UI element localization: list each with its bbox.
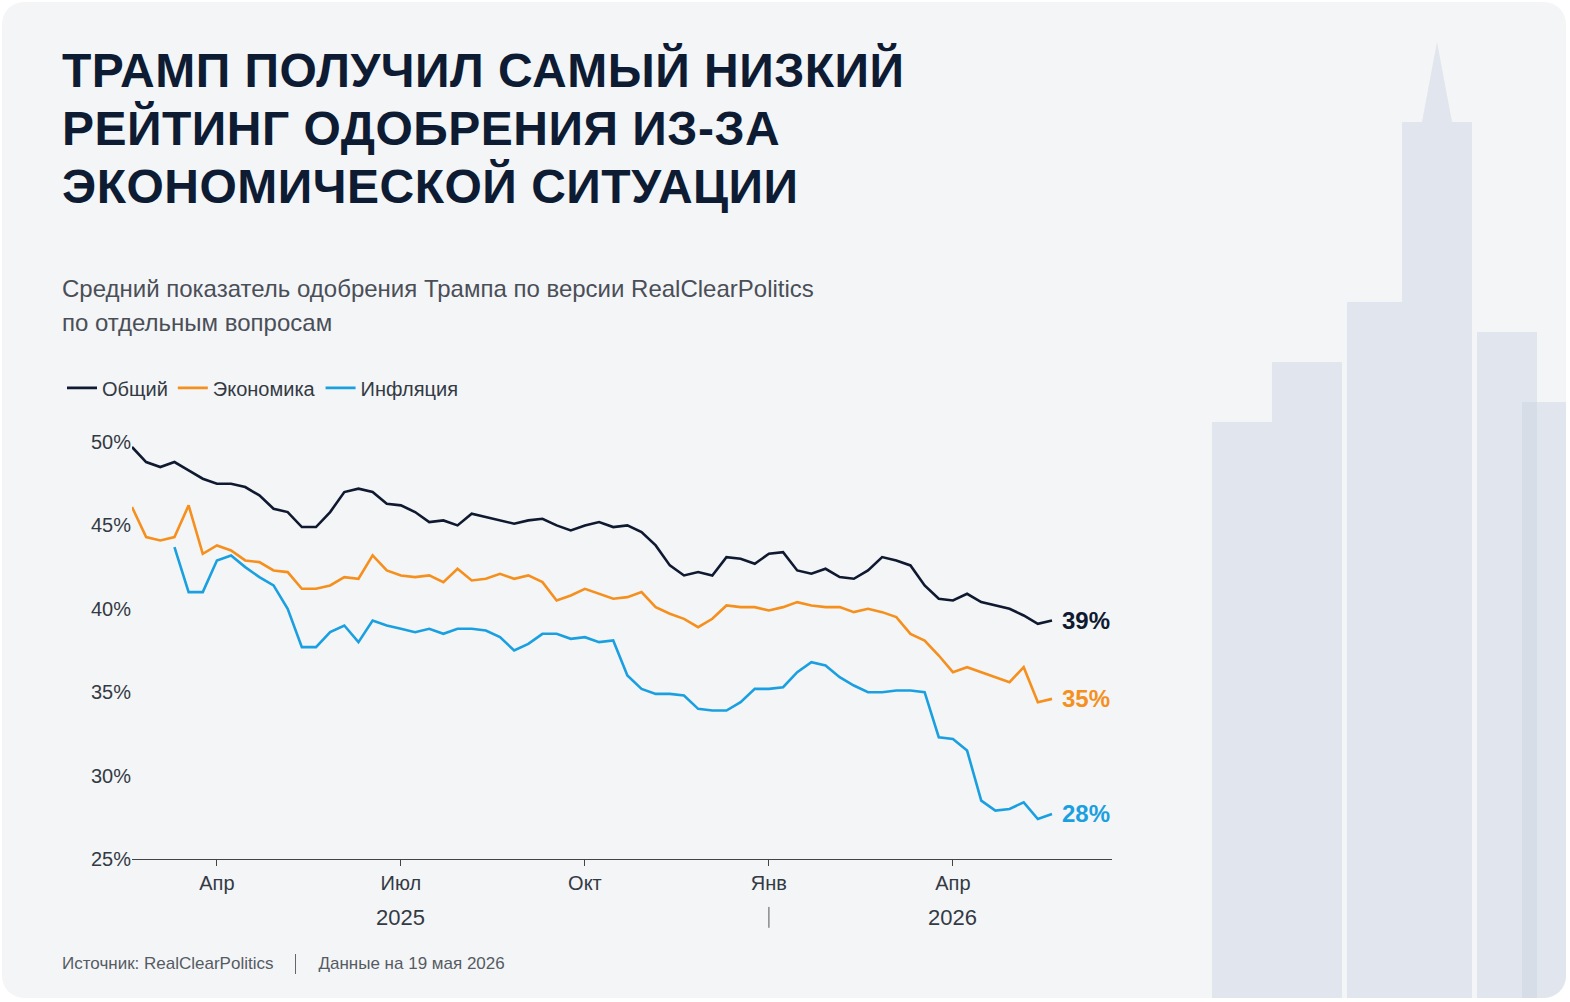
svg-text:30%: 30% xyxy=(91,765,131,787)
svg-text:Общий: Общий xyxy=(102,378,168,400)
svg-text:39%: 39% xyxy=(1062,607,1110,634)
svg-text:35%: 35% xyxy=(1062,685,1110,712)
svg-text:40%: 40% xyxy=(91,598,131,620)
html-text:Источник: RealClearPolitics: Источник: RealClearPolitics xyxy=(62,954,274,973)
svg-text:Экономика: Экономика xyxy=(213,378,316,400)
svg-text:2025: 2025 xyxy=(376,905,425,930)
svg-text:28%: 28% xyxy=(1062,800,1110,827)
svg-text:Апр: Апр xyxy=(199,872,234,894)
html-text:Данные на 19 мая 2026: Данные на 19 мая 2026 xyxy=(318,954,505,973)
html-text:ТРАМП ПОЛУЧИЛ САМЫЙ НИЗКИЙ РЕЙ: ТРАМП ПОЛУЧИЛ САМЫЙ НИЗКИЙ РЕЙТИНГ ОДОБР… xyxy=(62,44,905,213)
svg-text:45%: 45% xyxy=(91,514,131,536)
svg-text:25%: 25% xyxy=(91,848,131,870)
svg-text:Янв: Янв xyxy=(751,872,787,894)
svg-text:Окт: Окт xyxy=(568,872,602,894)
svg-text:Апр: Апр xyxy=(935,872,970,894)
svg-text:50%: 50% xyxy=(91,431,131,453)
svg-text:Июл: Июл xyxy=(381,872,422,894)
svg-text:2026: 2026 xyxy=(928,905,977,930)
svg-text:35%: 35% xyxy=(91,681,131,703)
svg-text:Инфляция: Инфляция xyxy=(361,378,458,400)
html-text:Средний показатель одобрения Т: Средний показатель одобрения Трампа по в… xyxy=(62,275,814,336)
